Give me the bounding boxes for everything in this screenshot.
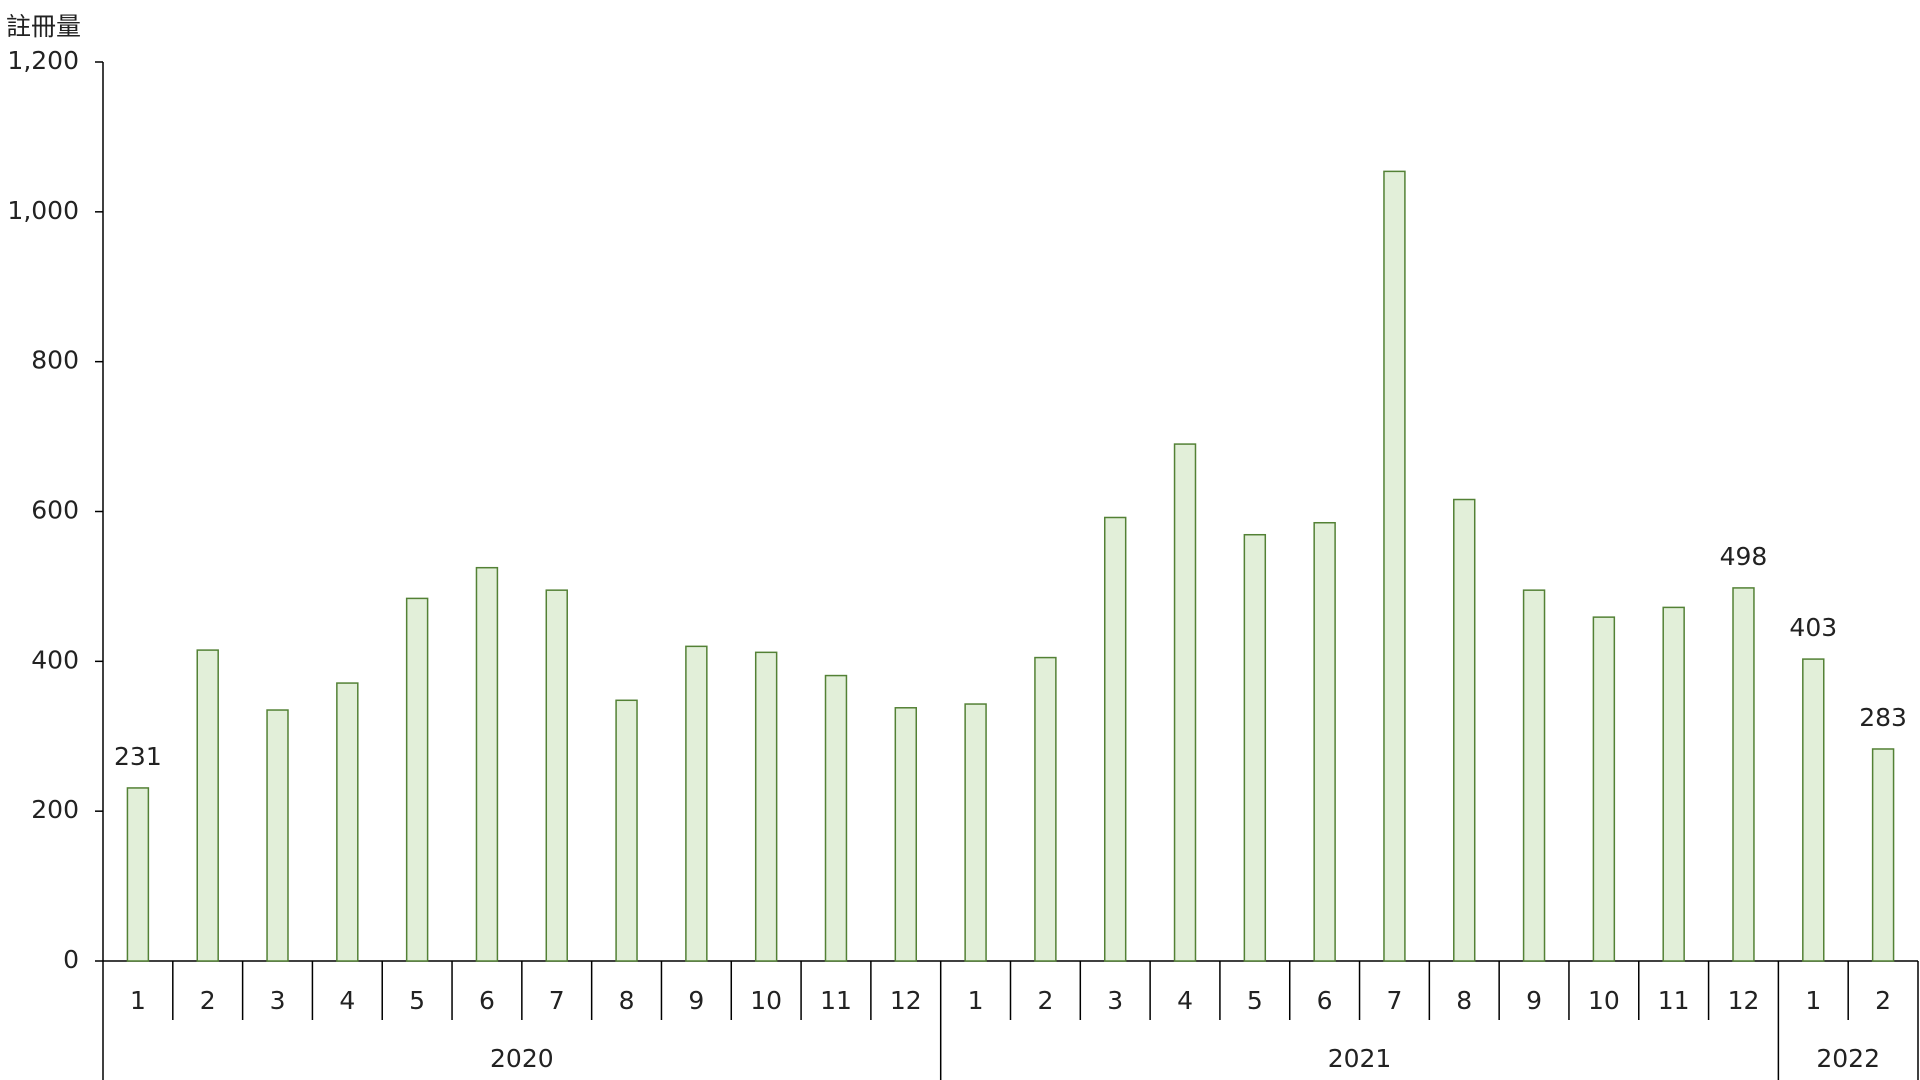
bar xyxy=(336,682,359,962)
x-tick-label: 3 xyxy=(1107,986,1123,1015)
x-tick-label: 11 xyxy=(820,986,852,1015)
x-tick-label: 7 xyxy=(1386,986,1402,1015)
y-tick-label: 0 xyxy=(63,945,79,974)
x-tick-label: 2 xyxy=(1875,986,1891,1015)
y-tick-label: 1,200 xyxy=(7,46,79,75)
bar xyxy=(475,566,499,962)
y-tick-label: 600 xyxy=(31,496,79,525)
bar xyxy=(1453,498,1476,962)
bar xyxy=(964,703,987,962)
bar xyxy=(1732,587,1755,962)
x-tick-label: 1 xyxy=(130,986,146,1015)
x-tick-label: 11 xyxy=(1658,986,1690,1015)
x-tick-label: 6 xyxy=(1317,986,1333,1015)
y-tick-label: 1,000 xyxy=(7,196,79,225)
y-tick-label: 400 xyxy=(31,645,79,674)
bar xyxy=(196,649,219,962)
x-tick-label: 8 xyxy=(1456,986,1472,1015)
bar xyxy=(1103,516,1127,962)
x-tick-label: 3 xyxy=(270,986,286,1015)
x-tick-label: 7 xyxy=(549,986,565,1015)
bar xyxy=(545,589,568,962)
x-tick-label: 12 xyxy=(890,986,922,1015)
bar xyxy=(405,597,429,962)
x-tick-label: 8 xyxy=(619,986,635,1015)
x-tick-label: 9 xyxy=(688,986,704,1015)
bar xyxy=(824,674,848,962)
bar xyxy=(1522,589,1546,962)
group-label: 2022 xyxy=(1816,1044,1880,1073)
y-axis-title: 註冊量 xyxy=(6,12,81,41)
bar xyxy=(1592,616,1616,962)
bar xyxy=(1383,170,1406,962)
data-label: 403 xyxy=(1789,613,1837,642)
x-tick-label: 9 xyxy=(1526,986,1542,1015)
x-tick-label: 5 xyxy=(1247,986,1263,1015)
bar xyxy=(266,709,289,962)
data-label: 283 xyxy=(1859,703,1907,732)
x-tick-label: 5 xyxy=(409,986,425,1015)
x-tick-label: 10 xyxy=(750,986,782,1015)
x-tick-label: 2 xyxy=(200,986,216,1015)
bar xyxy=(1243,533,1267,962)
x-tick-label: 1 xyxy=(1805,986,1821,1015)
y-tick-label: 800 xyxy=(31,346,79,375)
bar xyxy=(685,645,708,962)
y-tick-label: 200 xyxy=(31,795,79,824)
bar xyxy=(1871,748,1895,962)
bar xyxy=(1802,658,1825,962)
bar xyxy=(1173,443,1197,962)
bar xyxy=(1662,606,1685,962)
data-label: 231 xyxy=(114,742,162,771)
bar xyxy=(126,787,150,962)
bar xyxy=(1034,656,1057,962)
bar xyxy=(754,651,778,962)
bar xyxy=(615,699,638,962)
x-tick-label: 2 xyxy=(1037,986,1053,1015)
group-label: 2021 xyxy=(1328,1044,1392,1073)
x-tick-label: 12 xyxy=(1728,986,1760,1015)
x-tick-label: 6 xyxy=(479,986,495,1015)
x-tick-label: 1 xyxy=(968,986,984,1015)
group-label: 2020 xyxy=(490,1044,554,1073)
x-tick-label: 4 xyxy=(339,986,355,1015)
bar xyxy=(1313,521,1336,962)
data-label: 498 xyxy=(1720,542,1768,571)
x-tick-label: 4 xyxy=(1177,986,1193,1015)
bar xyxy=(894,707,918,962)
x-tick-label: 10 xyxy=(1588,986,1620,1015)
